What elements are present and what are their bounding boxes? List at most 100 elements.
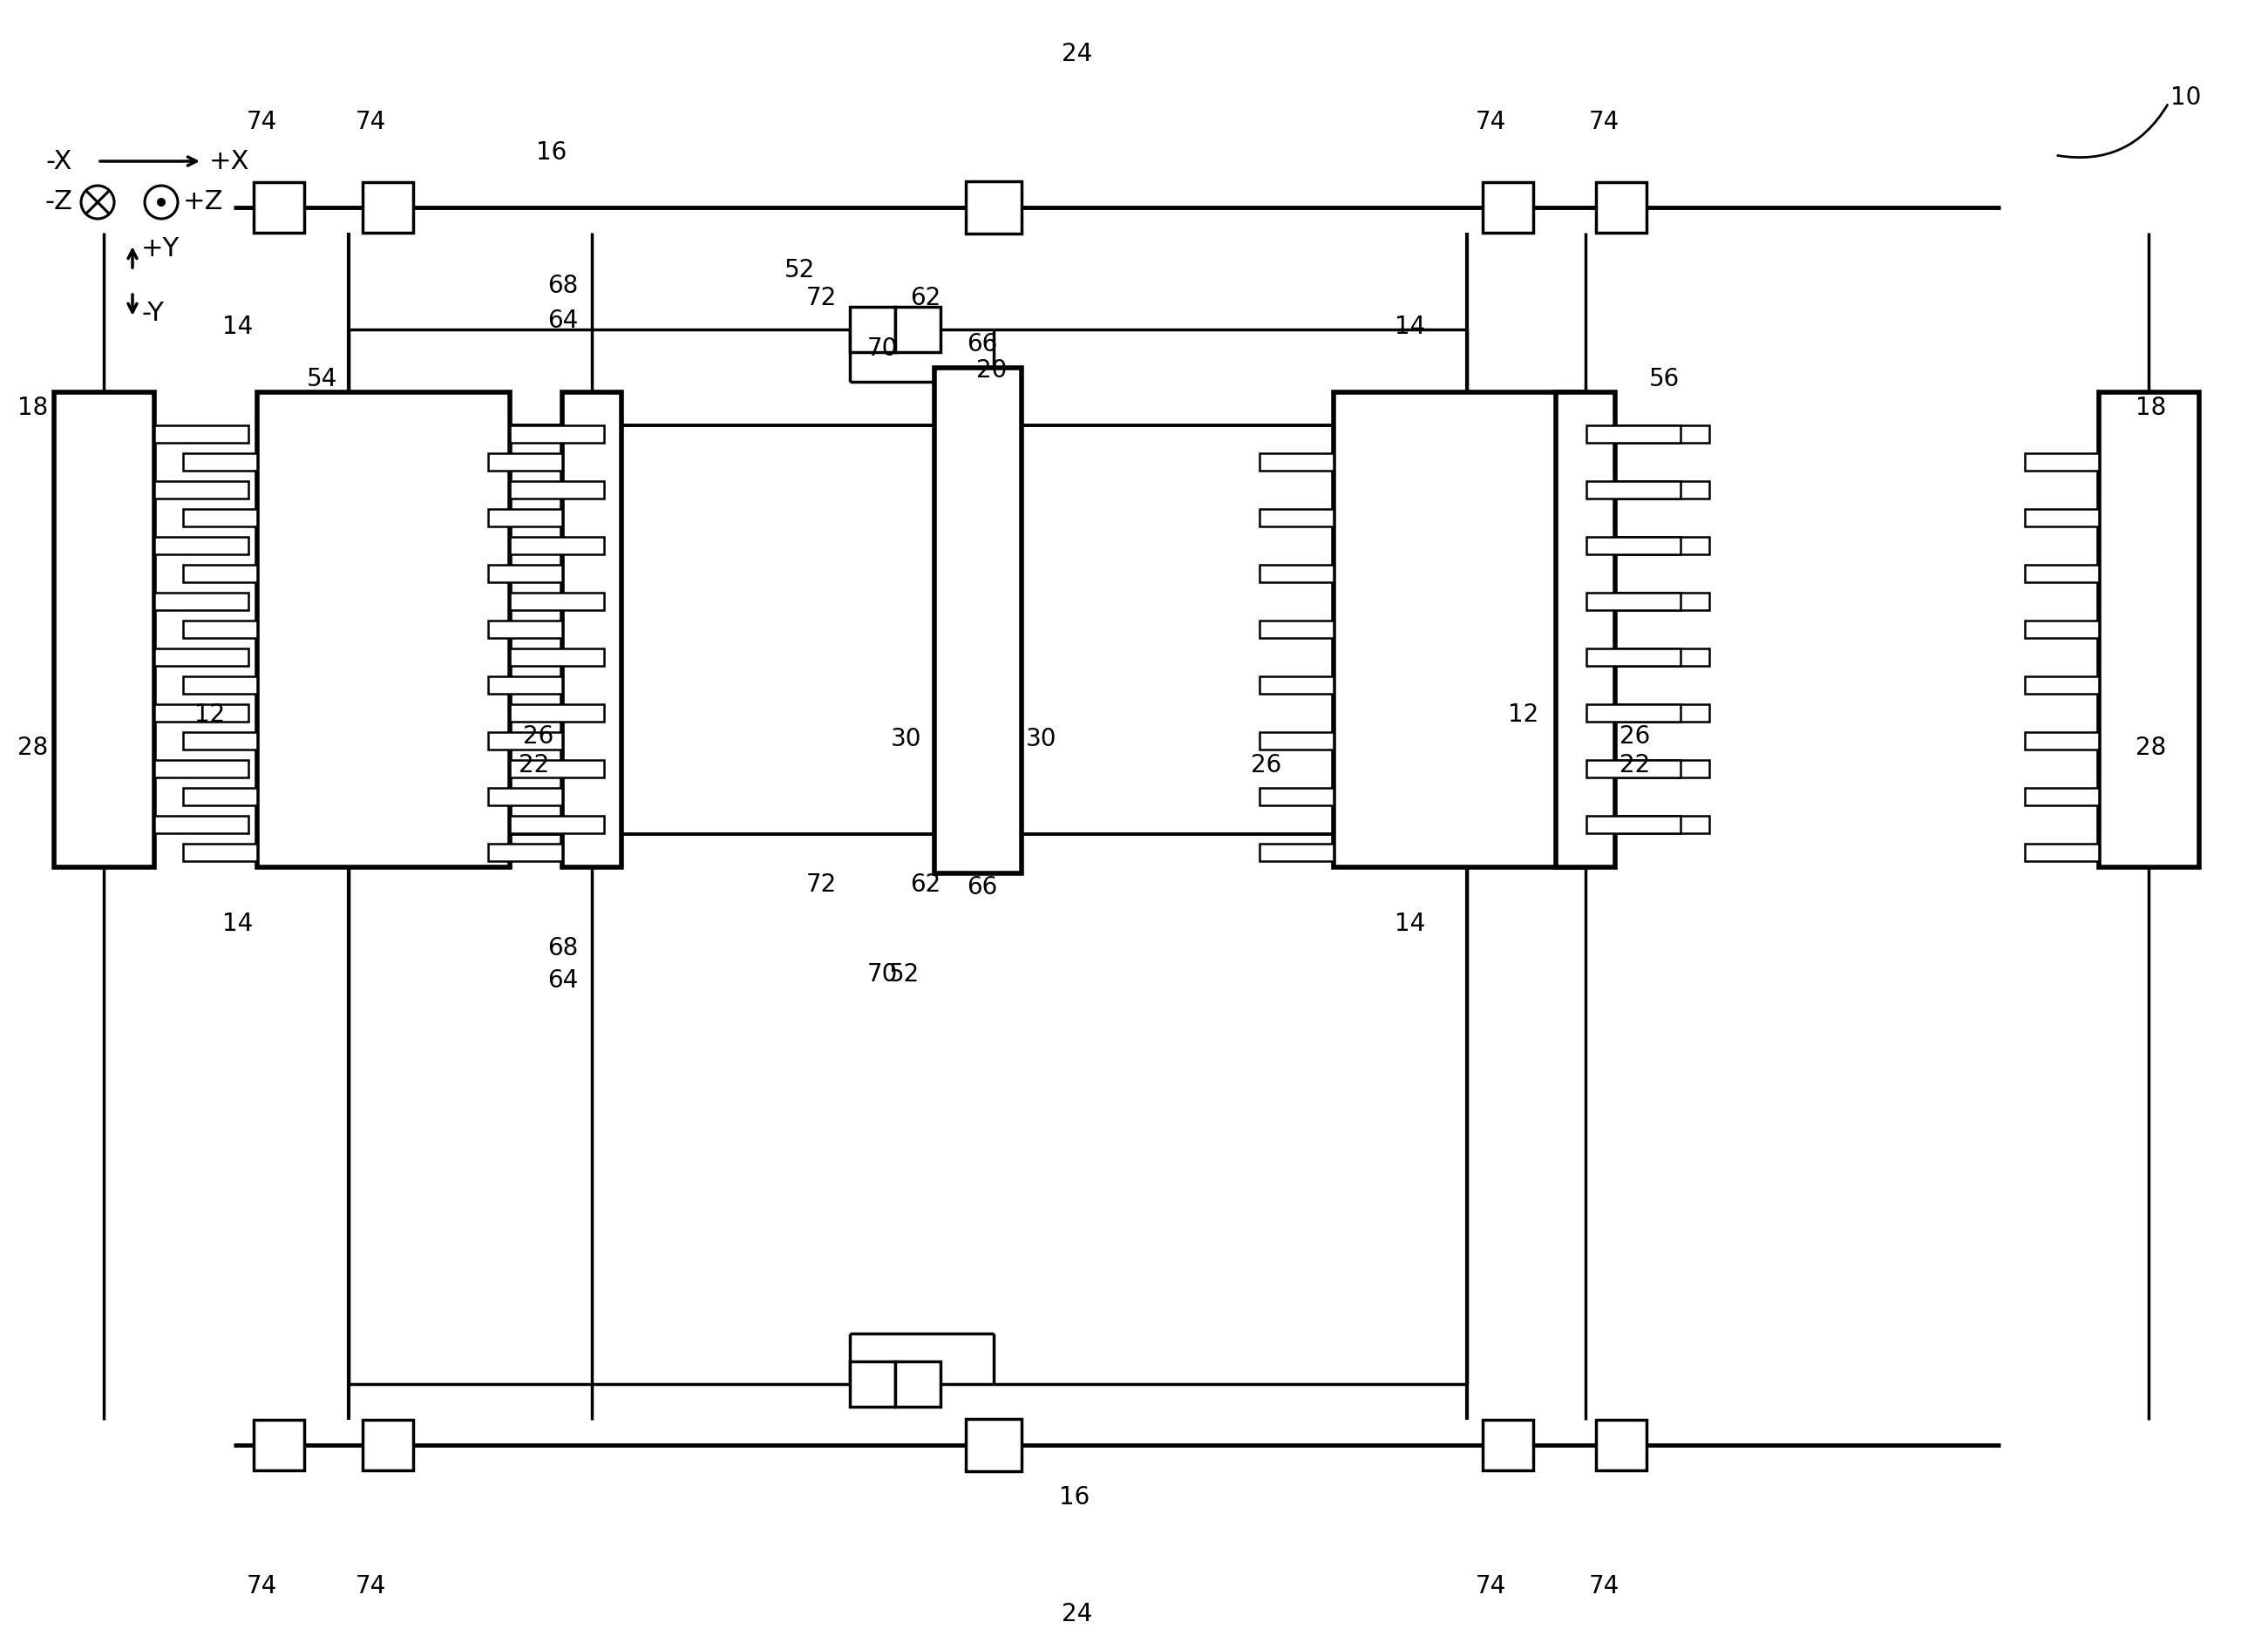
Bar bbox=[488, 510, 562, 526]
Bar bbox=[850, 307, 896, 353]
Text: -X: -X bbox=[45, 148, 73, 173]
Bar bbox=[562, 392, 621, 867]
Bar bbox=[1615, 482, 1710, 498]
Bar bbox=[2025, 844, 2098, 861]
Bar bbox=[510, 592, 603, 610]
Text: 74: 74 bbox=[247, 1575, 277, 1598]
Text: 52: 52 bbox=[785, 257, 814, 282]
Bar bbox=[1483, 1420, 1533, 1471]
Bar bbox=[1556, 392, 1615, 867]
Text: 22: 22 bbox=[519, 754, 549, 777]
Text: 62: 62 bbox=[909, 872, 941, 897]
Bar bbox=[1585, 760, 1681, 777]
Bar bbox=[1259, 732, 1334, 750]
Bar bbox=[1585, 648, 1681, 666]
Text: 20: 20 bbox=[975, 358, 1007, 383]
Bar bbox=[1597, 181, 1647, 233]
Bar bbox=[2025, 564, 2098, 582]
Bar bbox=[184, 844, 256, 861]
Text: 74: 74 bbox=[1588, 1575, 1619, 1598]
Bar bbox=[1615, 538, 1710, 554]
Bar bbox=[1259, 788, 1334, 805]
Bar bbox=[1615, 760, 1710, 777]
Text: 68: 68 bbox=[547, 937, 578, 960]
Bar bbox=[1585, 538, 1681, 554]
Bar bbox=[488, 788, 562, 805]
Bar bbox=[510, 704, 603, 722]
Bar bbox=[184, 732, 256, 750]
Bar bbox=[154, 760, 249, 777]
Text: 28: 28 bbox=[2136, 735, 2166, 760]
Bar bbox=[154, 482, 249, 498]
Text: 68: 68 bbox=[547, 274, 578, 298]
Bar bbox=[2025, 676, 2098, 694]
Bar bbox=[184, 788, 256, 805]
Bar bbox=[256, 392, 510, 867]
Text: 14: 14 bbox=[222, 912, 252, 937]
Bar bbox=[184, 564, 256, 582]
Text: 28: 28 bbox=[18, 735, 48, 760]
Bar bbox=[896, 1362, 941, 1407]
Bar bbox=[1615, 704, 1710, 722]
Text: +Z: +Z bbox=[184, 190, 225, 214]
Text: 14: 14 bbox=[222, 315, 252, 340]
Bar bbox=[510, 425, 603, 442]
Bar bbox=[2025, 620, 2098, 638]
Bar bbox=[488, 453, 562, 470]
Bar bbox=[154, 538, 249, 554]
Text: 26: 26 bbox=[1250, 754, 1281, 777]
Bar bbox=[488, 732, 562, 750]
Bar bbox=[488, 844, 562, 861]
Text: 22: 22 bbox=[1619, 754, 1651, 777]
Bar bbox=[254, 181, 304, 233]
Bar bbox=[54, 392, 154, 867]
Bar bbox=[363, 181, 413, 233]
Bar bbox=[1585, 425, 1681, 442]
Text: -Y: -Y bbox=[141, 302, 163, 327]
Text: 26: 26 bbox=[1619, 724, 1651, 749]
Bar bbox=[2025, 732, 2098, 750]
Text: 74: 74 bbox=[356, 1575, 386, 1598]
Bar bbox=[1259, 620, 1334, 638]
Bar bbox=[1615, 425, 1710, 442]
Bar bbox=[184, 620, 256, 638]
Text: 70: 70 bbox=[866, 963, 898, 986]
Bar bbox=[1585, 482, 1681, 498]
Bar bbox=[1259, 510, 1334, 526]
Bar bbox=[488, 620, 562, 638]
Text: 54: 54 bbox=[306, 368, 338, 391]
Bar bbox=[1615, 648, 1710, 666]
Bar bbox=[1259, 564, 1334, 582]
Bar bbox=[184, 510, 256, 526]
Text: 14: 14 bbox=[1395, 912, 1424, 937]
Bar bbox=[966, 1418, 1021, 1471]
Text: +X: +X bbox=[209, 148, 249, 173]
Bar bbox=[1259, 453, 1334, 470]
Bar bbox=[1483, 181, 1533, 233]
Bar bbox=[966, 181, 1021, 234]
Text: 72: 72 bbox=[805, 872, 837, 897]
Text: 74: 74 bbox=[1588, 110, 1619, 134]
Text: 30: 30 bbox=[1025, 727, 1057, 752]
Bar bbox=[896, 307, 941, 353]
Text: 24: 24 bbox=[1061, 41, 1093, 66]
Bar bbox=[2025, 453, 2098, 470]
Text: 56: 56 bbox=[1649, 368, 1681, 391]
Bar bbox=[510, 538, 603, 554]
Text: 52: 52 bbox=[889, 963, 921, 986]
Text: 12: 12 bbox=[195, 702, 225, 727]
Bar bbox=[154, 592, 249, 610]
Text: +Y: +Y bbox=[141, 236, 179, 261]
Bar bbox=[488, 564, 562, 582]
Bar bbox=[510, 760, 603, 777]
Text: 74: 74 bbox=[247, 110, 277, 134]
Text: 72: 72 bbox=[805, 285, 837, 310]
Bar bbox=[1259, 844, 1334, 861]
Bar bbox=[1597, 1420, 1647, 1471]
Bar bbox=[1259, 676, 1334, 694]
Bar bbox=[1615, 816, 1710, 833]
Bar bbox=[154, 425, 249, 442]
Bar bbox=[254, 1420, 304, 1471]
Bar bbox=[2025, 510, 2098, 526]
Text: 74: 74 bbox=[356, 110, 386, 134]
